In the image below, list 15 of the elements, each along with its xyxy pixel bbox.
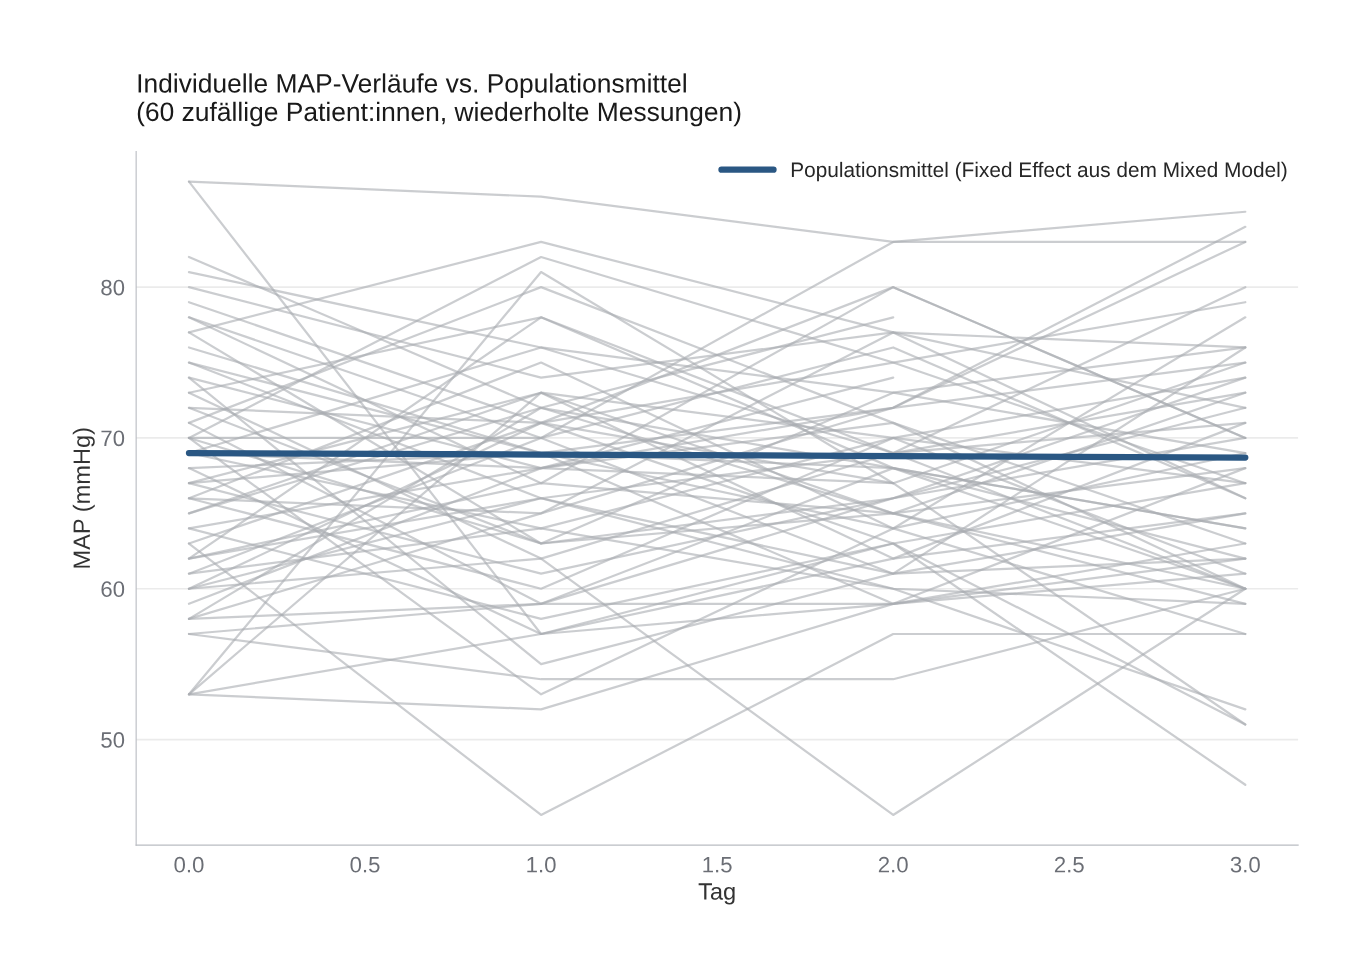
x-tick-label: 3.0: [1230, 856, 1260, 873]
x-tick-label: 2.5: [1054, 856, 1084, 873]
y-tick-label: 50: [101, 732, 125, 748]
y-tick-label: 80: [101, 279, 125, 296]
legend-label: Populationsmittel (Fixed Effect aus dem Mixed Model): [791, 161, 1287, 182]
y-tick-label: 70: [101, 430, 125, 447]
x-tick-label: 0.5: [350, 856, 380, 873]
y-tick-label: 60: [101, 581, 125, 598]
x-tick-label: 1.5: [703, 857, 732, 873]
x-tick-label: 1.0: [527, 856, 556, 873]
y-axis-title: MAP (mmHg): [72, 428, 95, 568]
x-tick-label: 0.0: [174, 856, 204, 873]
chart-title: Individuelle MAP-Verläufe vs. Populationsmittel (60 zufällige Patient:innen, wiederholte Messungen): [137, 73, 741, 127]
x-tick-label: 2.0: [878, 856, 908, 873]
x-axis-title: Tag: [698, 883, 735, 905]
